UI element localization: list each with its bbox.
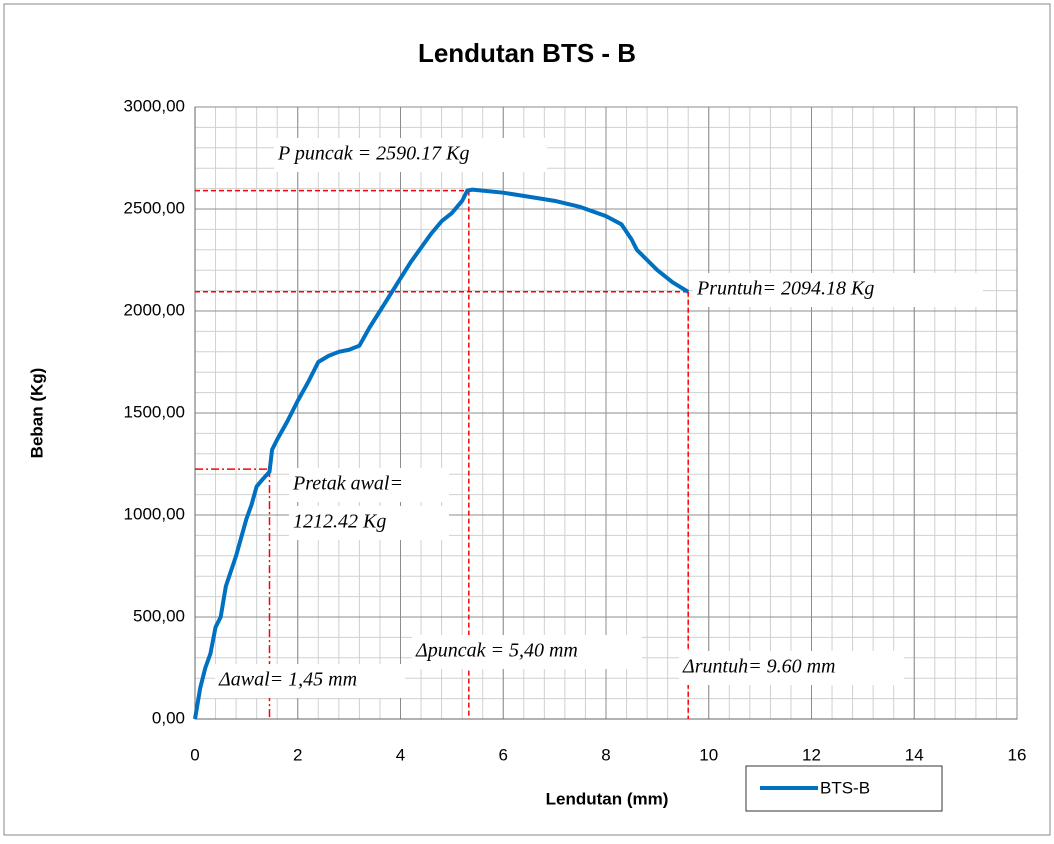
y-tick-label: 2500,00 — [124, 198, 185, 217]
annotation-box — [289, 506, 449, 540]
annotation: Δawal= 1,45 mm — [218, 669, 357, 691]
annotation-box — [679, 651, 904, 685]
annotation-box — [693, 273, 983, 307]
annotation: Pruntuh= 2094.18 Kg — [696, 278, 874, 300]
x-tick-label: 10 — [699, 745, 718, 764]
annotation-box — [215, 664, 405, 698]
y-tick-label: 1000,00 — [124, 504, 185, 523]
x-tick-label: 16 — [1008, 745, 1027, 764]
x-tick-label: 6 — [499, 745, 508, 764]
x-tick-label: 0 — [190, 745, 199, 764]
x-tick-label: 12 — [802, 745, 821, 764]
x-tick-label: 8 — [601, 745, 610, 764]
annotation-box — [412, 635, 642, 669]
annotation-box — [289, 468, 449, 502]
y-tick-label: 0,00 — [152, 708, 185, 727]
annotation: Δpuncak = 5,40 mm — [415, 640, 578, 662]
x-axis-label: Lendutan (mm) — [546, 789, 669, 808]
x-tick-label: 4 — [396, 745, 405, 764]
x-tick-label: 14 — [905, 745, 924, 764]
annotation: Δruntuh= 9.60 mm — [682, 656, 835, 678]
legend-label: BTS-B — [820, 778, 870, 797]
y-tick-label: 2000,00 — [124, 300, 185, 319]
y-tick-label: 3000,00 — [124, 96, 185, 115]
y-tick-label: 1500,00 — [124, 402, 185, 421]
annotation-box — [274, 138, 547, 172]
annotation: Pretak awal= — [292, 473, 403, 495]
annotation: 1212.42 Kg — [293, 511, 386, 533]
y-axis-label: Beban (Kg) — [27, 368, 46, 459]
chart-title: Lendutan BTS - B — [418, 38, 636, 68]
data-line — [193, 187, 690, 720]
annotation: P puncak = 2590.17 Kg — [277, 143, 469, 165]
x-tick-label: 2 — [293, 745, 302, 764]
y-tick-label: 500,00 — [133, 606, 185, 625]
